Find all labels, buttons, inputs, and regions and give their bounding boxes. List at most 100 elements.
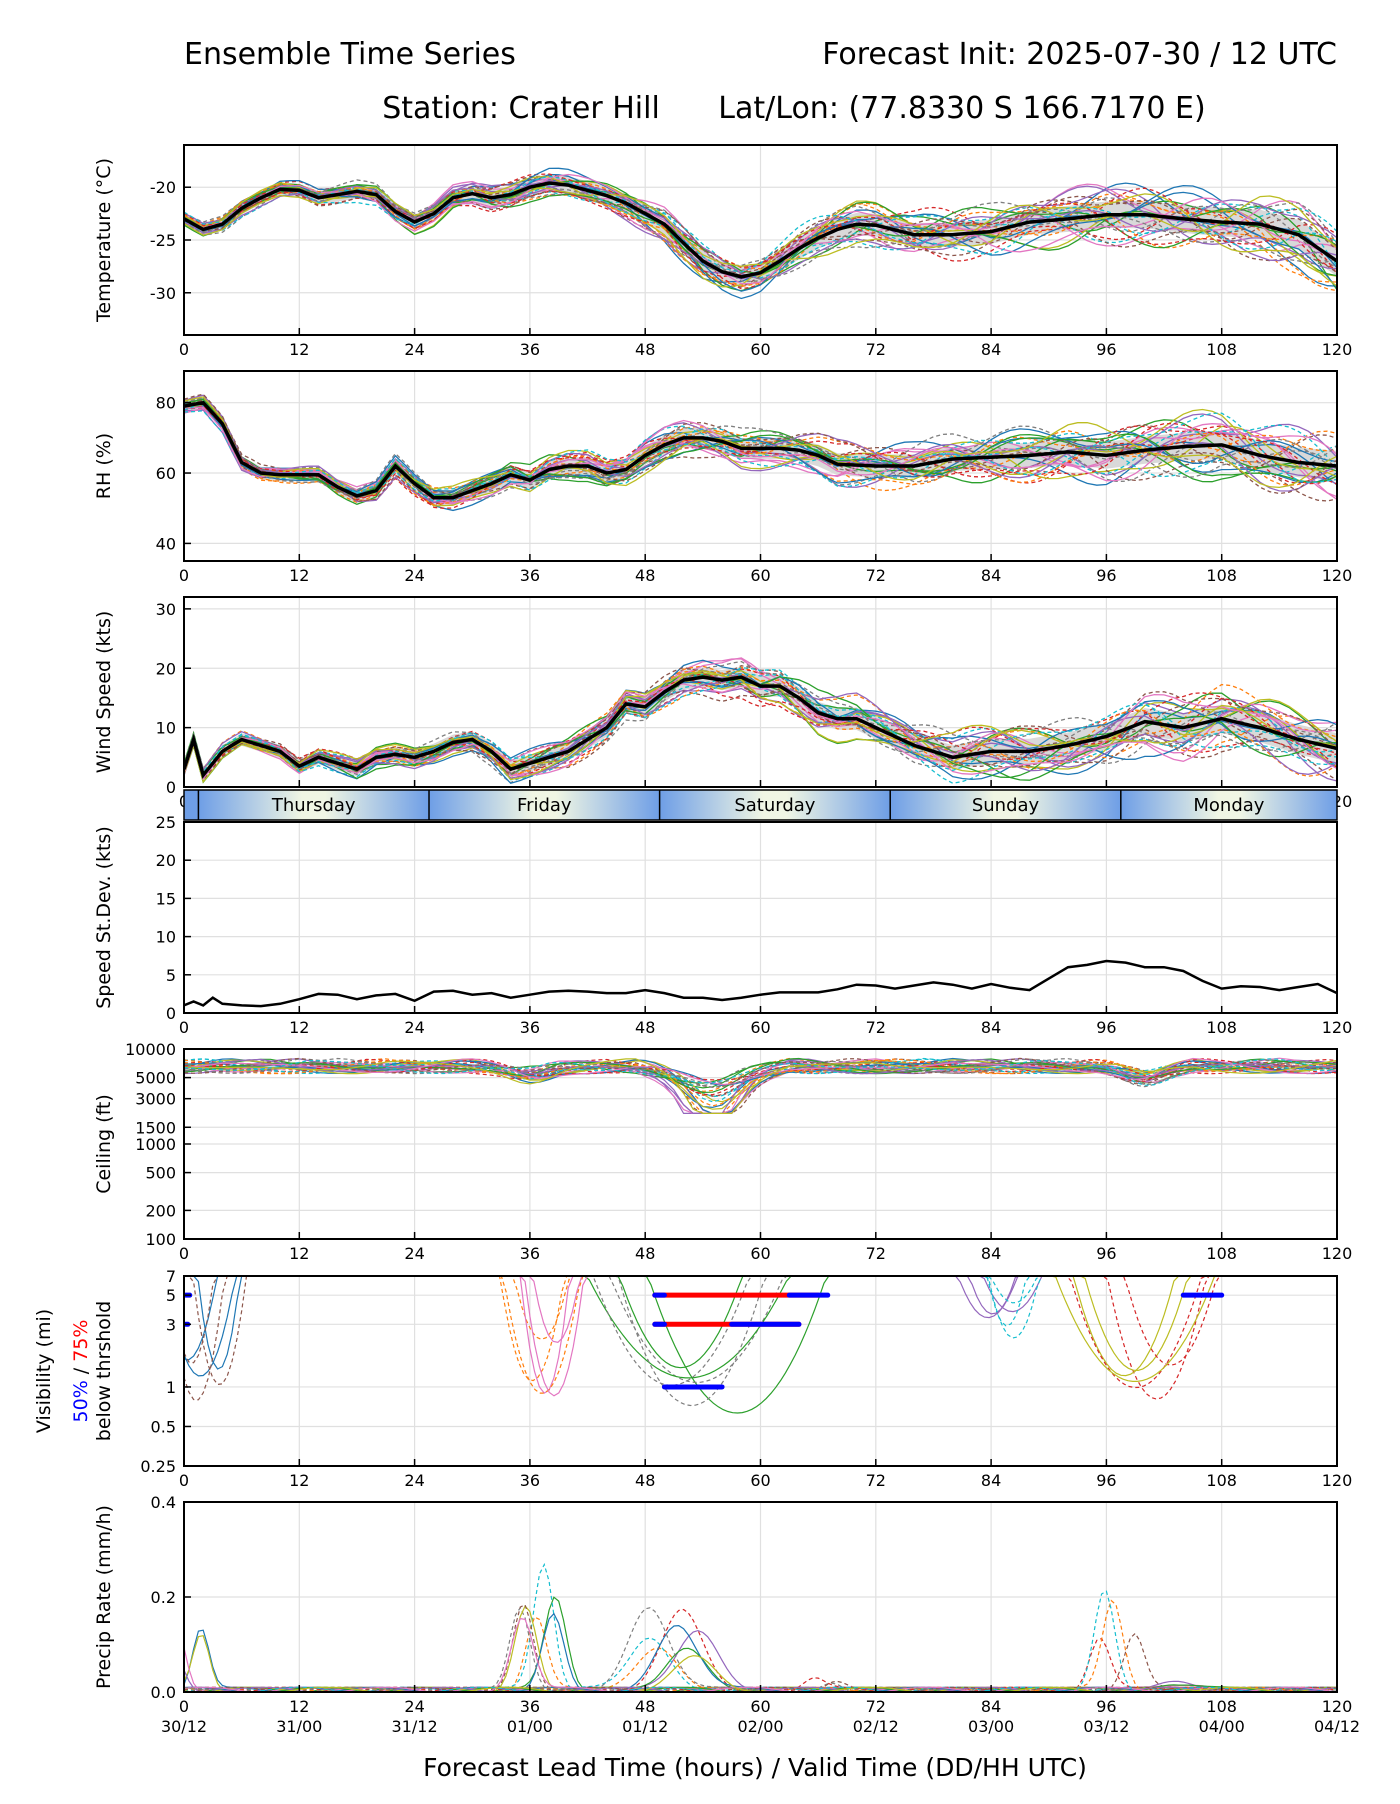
- x-tick-label: 12: [289, 566, 309, 585]
- x-tick-label: 0: [179, 1018, 189, 1037]
- ensemble-member-line: [493, 1276, 883, 1379]
- y-tick-label: 0.25: [140, 1457, 176, 1476]
- ensemble-member-line: [1069, 1276, 1243, 1400]
- y-tick-label: 0.0: [151, 1683, 176, 1702]
- ensemble-member-line: [184, 687, 1337, 782]
- ensemble-member-line: [474, 1276, 609, 1341]
- x-tick-label: 24: [404, 1697, 424, 1716]
- ensemble-member-line: [184, 1276, 237, 1364]
- x-tick-label: 48: [635, 1018, 655, 1037]
- x-tick-label: 12: [289, 1018, 309, 1037]
- x-tick-label: 48: [635, 1471, 655, 1490]
- x-tick-label: 120: [1322, 340, 1353, 359]
- panel-4: 0 5 10 15 20 25 0 12 24 36 48 60 72 84 96 108 120 Speed S…: [93, 813, 1352, 1037]
- day-bar-frame: [183, 789, 1338, 821]
- x-tick-label: 72: [866, 1244, 886, 1263]
- x-tick-label: 108: [1206, 1697, 1237, 1716]
- x-tick-label: 120: [1322, 1697, 1353, 1716]
- x-tick-label: 120: [1322, 1471, 1353, 1490]
- x-tick-label: 36: [520, 1471, 540, 1490]
- pct-75-label: 75%: [70, 1320, 92, 1362]
- x-tick-label: 36: [520, 1697, 540, 1716]
- x-tick-label: 12: [289, 340, 309, 359]
- day-bar-segment: [890, 790, 1121, 820]
- y-tick-label: 0.5: [151, 1417, 176, 1436]
- valid-time-tick-label: 01/12: [622, 1717, 668, 1736]
- plot-area: [184, 167, 1337, 300]
- y-tick-label: 60: [156, 464, 176, 483]
- valid-time-tick-label: 31/00: [276, 1717, 322, 1736]
- day-bar-segment: [659, 790, 891, 820]
- ensemble-member-line: [184, 1057, 1337, 1088]
- y-axis-label: Speed St.Dev. (kts): [93, 826, 115, 1009]
- ensemble-member-line: [184, 1058, 1337, 1114]
- ensemble-member-line: [532, 1276, 859, 1384]
- y-tick-label: -20: [150, 178, 176, 197]
- x-tick-label: 72: [866, 1018, 886, 1037]
- panel-3: 010203001224364860728496108120Wind Speed…: [93, 596, 1352, 811]
- valid-time-tick-label: 03/12: [1083, 1717, 1129, 1736]
- x-tick-label: 36: [520, 1018, 540, 1037]
- x-tick-label: 96: [1096, 340, 1116, 359]
- x-tick-label: 48: [635, 340, 655, 359]
- y-tick-label: 25: [156, 813, 176, 832]
- x-tick-label: 60: [750, 1244, 770, 1263]
- ensemble-member-line: [588, 1276, 882, 1414]
- day-label: Thursday: [271, 795, 356, 816]
- y-axis-label: Wind Speed (kts): [93, 611, 115, 774]
- ensemble-mean-line: [184, 181, 1337, 279]
- figure-title-right: Forecast Init: 2025-07-30 / 12 UTC: [822, 37, 1337, 72]
- ensemble-member-line: [953, 1276, 1059, 1327]
- plot-area: [184, 959, 1337, 1008]
- x-tick-label: 36: [520, 1244, 540, 1263]
- day-bar-segment: [429, 790, 660, 820]
- station-title: Station: Crater Hill: [382, 91, 660, 126]
- ensemble-member-line: [184, 1058, 1337, 1114]
- x-tick-label: 48: [635, 1697, 655, 1716]
- ensemble-member-line: [983, 1276, 1282, 1382]
- x-tick-label: 120: [1322, 566, 1353, 585]
- y-axis-label-pct: 50% / 75%: [70, 1320, 92, 1423]
- x-axis-label: Forecast Lead Time (hours) / Valid Time …: [423, 1753, 1087, 1782]
- y-tick-label: -30: [150, 284, 176, 303]
- x-tick-label: 96: [1096, 1471, 1116, 1490]
- y-tick-label: 40: [156, 534, 176, 553]
- ensemble-member-line: [1075, 1276, 1263, 1366]
- x-tick-label: 96: [1096, 1244, 1116, 1263]
- x-tick-label: 12: [289, 1471, 309, 1490]
- x-tick-label: 36: [520, 340, 540, 359]
- pct-50-label: 50%: [70, 1380, 92, 1422]
- x-tick-label: 84: [981, 1471, 1001, 1490]
- y-tick-label: 0: [166, 1004, 176, 1023]
- ensemble-member-line: [184, 670, 1337, 781]
- y-tick-label: 0: [166, 778, 176, 797]
- ensemble-member-line: [184, 1057, 1337, 1103]
- x-tick-label: 60: [750, 340, 770, 359]
- y-tick-label: 1500: [135, 1118, 176, 1137]
- x-tick-label: 72: [866, 566, 886, 585]
- ensemble-member-line: [184, 1276, 266, 1386]
- panel-2: 80 60 400 12 24 36 48 60 72 84 96 108 120 RH (%): [93, 370, 1353, 585]
- day-bar-segment: [1120, 790, 1337, 820]
- ensemble-member-line: [184, 187, 1337, 274]
- ensemble-member-line: [917, 1276, 1105, 1313]
- day-bar-lead: [184, 790, 199, 820]
- plot-area: [184, 657, 1337, 785]
- y-tick-label: 200: [145, 1201, 176, 1220]
- ensemble-member-line: [525, 1276, 814, 1386]
- day-label: Monday: [1193, 795, 1264, 816]
- ensemble-member-line: [184, 407, 1337, 505]
- x-tick-label: 48: [635, 1244, 655, 1263]
- y-tick-label: 5: [166, 1286, 176, 1305]
- ensemble-member-line: [500, 1276, 588, 1394]
- y-axis-label: Visibility (mi): [33, 1309, 55, 1433]
- day-label: Friday: [517, 795, 572, 816]
- valid-time-tick-label: 04/12: [1314, 1717, 1360, 1736]
- ensemble-member-line: [184, 1604, 1337, 1692]
- ensemble-member-line: [184, 1058, 1337, 1086]
- day-bar-segment: [198, 790, 430, 820]
- ensemble-member-line: [184, 401, 1337, 505]
- ensemble-member-line: [184, 666, 1337, 779]
- pct-sep-label: /: [70, 1362, 92, 1380]
